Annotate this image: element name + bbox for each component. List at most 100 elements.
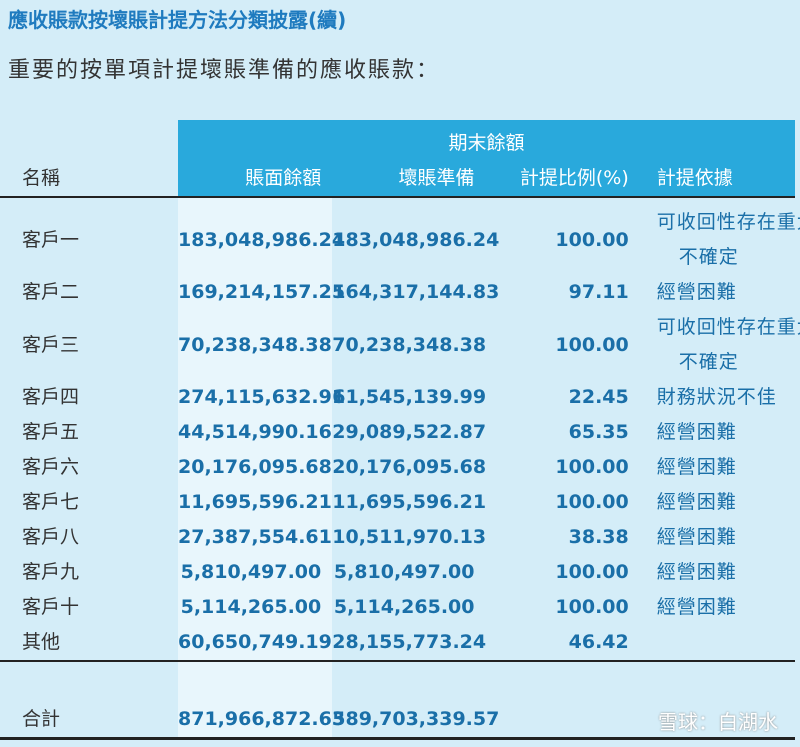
cell: 22.45	[568, 386, 629, 408]
cell: 100.00	[555, 456, 629, 478]
cell: 客戶五	[22, 421, 80, 443]
cell: 169,214,157.25	[178, 275, 345, 310]
cell	[178, 197, 333, 205]
cell: 60,650,749.19	[178, 625, 333, 661]
cell	[178, 661, 333, 702]
header-row: 期末餘額	[0, 120, 795, 161]
cell: 11,695,596.21	[178, 485, 333, 520]
basis-text: 經營困難	[656, 491, 737, 513]
table-row: 客戶五 44,514,990.16 29,089,522.87 65.35 經營困難	[0, 415, 795, 450]
cell: 客戶七	[22, 491, 80, 513]
cell: 589,703,339.57	[332, 708, 500, 730]
cell	[487, 661, 641, 702]
cell	[641, 197, 795, 205]
cell: 100.00	[555, 491, 629, 513]
cell: 70,238,348.38	[178, 310, 333, 380]
cell	[0, 197, 178, 205]
table-row: 客戶十 5,114,265.00 5,114,265.00 100.00 經營困難	[0, 590, 795, 625]
spacer	[0, 661, 795, 702]
cell: 客戶八	[22, 526, 80, 548]
total-row: 合計 871,966,872.63 589,703,339.57	[0, 702, 795, 739]
group-header: 期末餘額	[178, 120, 795, 161]
cell	[641, 661, 795, 702]
column-header: 計提比例(%)	[486, 161, 641, 197]
cell: 164,317,144.83	[332, 281, 500, 303]
cell: 11,695,596.21	[332, 491, 487, 513]
table-row: 客戶七 11,695,596.21 11,695,596.21 100.00 經營困難	[0, 485, 795, 520]
cell: 20,176,095.68	[332, 456, 487, 478]
basis-text: 可收回性存在重大不確定	[656, 211, 800, 268]
cell	[487, 702, 641, 739]
cell	[487, 197, 641, 205]
cell: 5,810,497.00	[178, 555, 333, 590]
cell: 客戶六	[22, 456, 80, 478]
basis-text: 經營困難	[656, 561, 737, 583]
cell: 經營困難	[641, 450, 795, 485]
basis-text: 經營困難	[656, 596, 737, 618]
cell: 65.35	[568, 421, 629, 443]
cell: 871,966,872.63	[178, 702, 345, 739]
table-row: 客戶九 5,810,497.00 5,810,497.00 100.00 經營困難	[0, 555, 795, 590]
cell: 5,114,265.00	[333, 596, 475, 618]
column-header: 計提依據	[640, 161, 795, 197]
cell: 29,089,522.87	[332, 421, 487, 443]
cell: 客戶九	[22, 561, 80, 583]
table-row: 客戶四 274,115,632.91 61,545,139.99 22.45 財務狀況不…	[0, 380, 795, 415]
cell: 客戶二	[22, 281, 80, 303]
cell: 100.00	[555, 333, 629, 356]
cell: 100.00	[555, 596, 629, 618]
basis-text: 財務狀況不佳	[656, 386, 777, 408]
table: 期末餘額 名稱 賬面餘額 壞賬準備 計提比例(%) 計提依據客戶一 183,048,986.…	[0, 120, 800, 740]
cell: 61,545,139.99	[332, 386, 487, 408]
cell: 可收回性存在重大不確定	[641, 310, 800, 380]
cell: 客戶四	[22, 386, 80, 408]
cell: 28,155,773.24	[332, 631, 487, 653]
table-row: 客戶三 70,238,348.38 70,238,348.38 100.00 可收回性存…	[0, 310, 800, 380]
basis-text: 經營困難	[656, 281, 737, 303]
cell: 70,238,348.38	[332, 333, 487, 356]
cell	[641, 625, 795, 661]
watermark: 雪球：白湖水	[658, 710, 778, 734]
cell: 46.42	[568, 631, 629, 653]
title: 應收賬款按壞賬計提方法分類披露(續)	[8, 8, 347, 32]
cell: 27,387,554.61	[178, 520, 333, 555]
cell: 經營困難	[641, 590, 795, 625]
cell: 183,048,986.24	[178, 205, 345, 275]
table-row: 其他 60,650,749.19 28,155,773.24 46.42	[0, 625, 795, 661]
cell: 財務狀況不佳	[641, 380, 795, 415]
cell: 合計	[22, 708, 61, 730]
cell: 經營困難	[641, 275, 795, 310]
cell	[0, 661, 178, 702]
spacer	[0, 197, 795, 205]
cell: 183,048,986.24	[332, 228, 500, 251]
cell: 經營困難	[641, 555, 795, 590]
cell: 100.00	[555, 228, 629, 251]
cell: 5,810,497.00	[333, 561, 475, 583]
cell: 客戶一	[22, 228, 80, 251]
cell: 其他	[22, 631, 61, 653]
table-row: 客戶一 183,048,986.24 183,048,986.24 100.00 可收回…	[0, 205, 800, 275]
cell	[332, 661, 486, 702]
header-row: 名稱 賬面餘額 壞賬準備 計提比例(%) 計提依據	[0, 161, 795, 197]
basis-text: 可收回性存在重大不確定	[656, 316, 800, 373]
basis-text: 經營困難	[656, 456, 737, 478]
cell: 20,176,095.68	[178, 450, 333, 485]
cell: 客戶十	[22, 596, 80, 618]
cell	[332, 197, 486, 205]
cell: 44,514,990.16	[178, 415, 333, 450]
cell: 經營困難	[641, 415, 795, 450]
cell: 可收回性存在重大不確定	[641, 205, 800, 275]
cell: 38.38	[568, 526, 629, 548]
cell: 客戶三	[22, 333, 80, 356]
column-header: 賬面餘額	[178, 161, 333, 197]
cell: 97.11	[568, 281, 629, 303]
cell: 經營困難	[641, 520, 795, 555]
cell: 274,115,632.91	[178, 380, 345, 415]
basis-text: 經營困難	[656, 526, 737, 548]
cell: 100.00	[555, 561, 629, 583]
cell	[0, 120, 178, 161]
subtitle: 重要的按單項計提壞賬準備的應收賬款：	[8, 58, 441, 83]
cell: 10,511,970.13	[332, 526, 487, 548]
cell: 經營困難	[641, 485, 795, 520]
